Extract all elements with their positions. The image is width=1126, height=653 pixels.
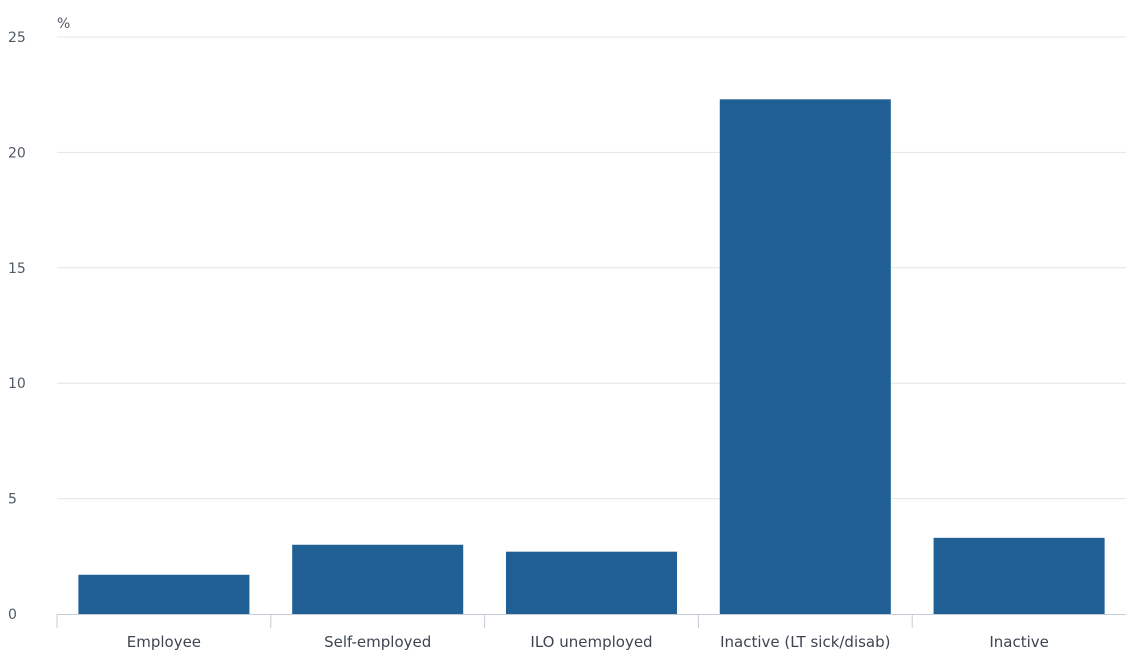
y-tick-label: 10: [8, 376, 26, 392]
y-axis: 0 5 10 15 20 25: [8, 30, 26, 623]
x-axis: Employee Self-employed ILO unemployed Inact…: [56, 614, 1126, 651]
bar: [292, 544, 464, 614]
bar: [933, 537, 1105, 614]
x-tick-label: Self-employed: [324, 633, 431, 651]
bar: [78, 574, 250, 614]
y-tick-label: 20: [8, 145, 26, 161]
x-tick-label: Inactive (LT sick/disab): [720, 633, 890, 651]
y-tick-label: 25: [8, 30, 26, 46]
y-tick-label: 15: [8, 261, 26, 277]
x-tick-label: ILO unemployed: [530, 633, 652, 651]
bar: [719, 99, 891, 615]
x-tick-label: Inactive: [989, 633, 1049, 651]
bars: [78, 99, 1105, 615]
y-tick-label: 0: [8, 607, 17, 623]
x-tick-label: Employee: [127, 633, 201, 651]
y-axis-unit-label: %: [57, 16, 70, 32]
y-tick-label: 5: [8, 492, 17, 508]
bar: [505, 551, 678, 614]
gridlines: [57, 36, 1126, 500]
